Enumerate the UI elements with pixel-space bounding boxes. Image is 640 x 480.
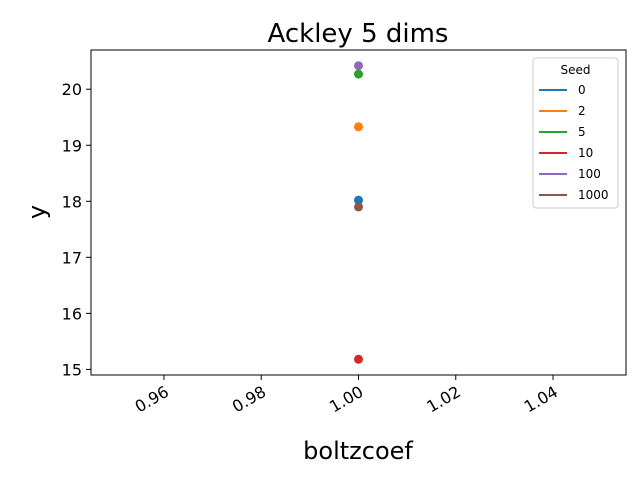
y-tick-label: 16 <box>62 304 82 323</box>
x-tick-label: 1.00 <box>326 382 366 416</box>
x-tick-label: 0.96 <box>132 382 172 416</box>
y-tick-label: 18 <box>62 192 82 211</box>
y-tick-label: 17 <box>62 248 82 267</box>
legend-label-5: 5 <box>578 125 586 139</box>
data-point-seed-1000 <box>354 202 363 212</box>
data-point-seed-100 <box>354 61 363 71</box>
chart-title: Ackley 5 dims <box>268 19 449 49</box>
x-axis-label: boltzcoef <box>303 437 413 465</box>
legend-label-10: 10 <box>578 146 593 160</box>
y-tick-label: 20 <box>62 80 82 99</box>
legend-title: Seed <box>561 63 591 77</box>
x-tick-label: 1.04 <box>521 382 561 416</box>
data-point-seed-10 <box>354 354 363 364</box>
x-tick-label: 0.98 <box>229 382 269 416</box>
legend-label-2: 2 <box>578 104 586 118</box>
y-axis-label: y <box>23 205 51 219</box>
y-tick-label: 15 <box>62 360 82 379</box>
y-axis: 15 16 17 18 19 20 <box>62 80 91 379</box>
legend: Seed 0 2 5 10 100 1000 <box>532 57 619 209</box>
legend-label-0: 0 <box>578 83 586 97</box>
y-tick-label: 19 <box>62 136 82 155</box>
legend-label-1000: 1000 <box>578 188 609 202</box>
data-point-seed-5 <box>354 69 363 79</box>
data-point-seed-0 <box>354 195 363 205</box>
legend-box <box>532 57 619 209</box>
data-point-seed-2 <box>354 122 363 132</box>
data-points <box>354 61 363 364</box>
legend-label-100: 100 <box>578 167 601 181</box>
x-axis: 0.96 0.98 1.00 1.02 1.04 <box>132 375 561 416</box>
x-tick-label: 1.02 <box>423 382 463 416</box>
